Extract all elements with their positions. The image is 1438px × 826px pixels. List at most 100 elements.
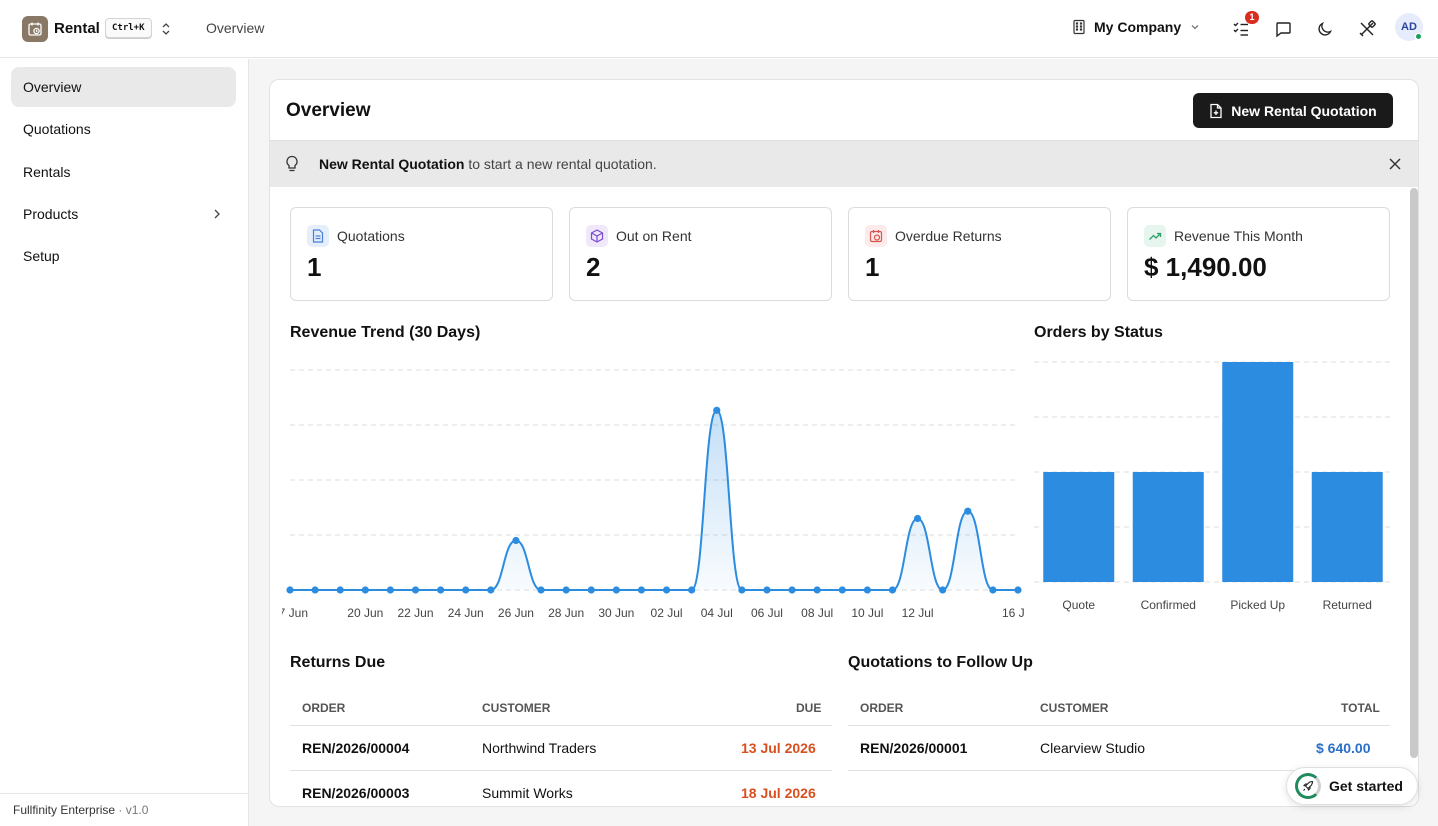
revenue-area	[290, 410, 1018, 590]
data-point	[863, 586, 871, 594]
moon-icon[interactable]	[1313, 17, 1337, 41]
due-date: 13 Jul 2026	[741, 740, 816, 756]
stat-value: 1	[865, 252, 880, 282]
scrollbar[interactable]	[1410, 188, 1418, 758]
company-switcher[interactable]: My Company	[1072, 19, 1201, 35]
stat-label: Revenue This Month	[1174, 228, 1303, 244]
column-header-total[interactable]: TOTAL	[1341, 701, 1380, 715]
x-tick-label: 08 Jul	[801, 606, 833, 620]
chevron-up-down-icon[interactable]	[160, 22, 172, 41]
x-tick-label: 10 Jul	[851, 606, 883, 620]
customer-name: Northwind Traders	[482, 740, 597, 756]
order-number[interactable]: REN/2026/00003	[302, 785, 410, 801]
data-point	[989, 586, 997, 594]
x-tick-label: 20 Jun	[347, 606, 383, 620]
hint-banner: New Rental Quotation to start a new rent…	[270, 140, 1418, 187]
data-point	[688, 586, 696, 594]
rental-app-icon[interactable]	[22, 16, 48, 42]
tasks-checklist-icon[interactable]	[1229, 17, 1253, 41]
stat-label: Out on Rent	[616, 228, 692, 244]
banner-message: to start a new rental quotation.	[464, 156, 657, 172]
data-point	[437, 586, 445, 594]
table-divider	[848, 725, 1390, 726]
command-shortcut-hint[interactable]: Ctrl+K	[105, 18, 152, 38]
data-point	[713, 406, 721, 414]
data-point	[411, 586, 420, 594]
bar-quote	[1043, 472, 1115, 582]
breadcrumb[interactable]: Overview	[206, 20, 265, 36]
new-rental-quotation-button[interactable]: New Rental Quotation	[1193, 93, 1393, 128]
banner-link-text: New Rental Quotation	[319, 156, 465, 172]
chat-icon[interactable]	[1271, 17, 1295, 41]
stat-card-overdue-returns[interactable]: Overdue Returns 1	[848, 207, 1111, 301]
x-tick-label: 17 Jun	[282, 606, 308, 620]
column-header-due[interactable]: DUE	[796, 701, 822, 715]
sidebar-item-rentals[interactable]: Rentals	[11, 152, 236, 192]
stat-card-out-on-rent[interactable]: Out on Rent 2	[569, 207, 832, 301]
data-point	[763, 586, 771, 594]
x-tick-label: 06 Jul	[751, 606, 783, 620]
data-point	[487, 586, 495, 594]
data-point	[738, 586, 746, 594]
order-number[interactable]: REN/2026/00001	[860, 740, 968, 756]
app-name[interactable]: Rental	[54, 20, 100, 37]
rocket-icon	[1295, 773, 1321, 799]
returns-due-title: Returns Due	[290, 654, 386, 671]
banner-text: New Rental Quotation to start a new rent…	[319, 156, 657, 172]
box-icon	[586, 225, 608, 247]
x-tick-label: Picked Up	[1230, 598, 1285, 612]
data-point	[964, 507, 972, 515]
quotation-total: $ 640.00	[1316, 740, 1371, 756]
sidebar-footer: Fullfinity Enterprise · v1.0	[13, 803, 148, 817]
bar-confirmed	[1132, 472, 1204, 582]
x-tick-label: Quote	[1062, 598, 1095, 612]
button-label: New Rental Quotation	[1231, 102, 1377, 119]
stat-card-revenue-this-month[interactable]: Revenue This Month $ 1,490.00	[1127, 207, 1390, 301]
x-tick-label: 22 Jun	[398, 606, 434, 620]
stat-card-quotations[interactable]: Quotations 1	[290, 207, 553, 301]
online-status-dot	[1415, 33, 1422, 40]
get-started-button[interactable]: Get started	[1286, 767, 1418, 805]
page-title: Overview	[286, 100, 371, 121]
table-divider	[290, 725, 832, 726]
data-point	[662, 586, 671, 594]
close-icon[interactable]	[1388, 157, 1402, 171]
data-point	[813, 586, 821, 594]
status-chart-title: Orders by Status	[1034, 324, 1163, 341]
data-point	[913, 514, 922, 523]
sidebar-item-overview[interactable]: Overview	[11, 67, 236, 107]
building-icon	[1073, 19, 1085, 35]
x-tick-label: 04 Jul	[701, 606, 733, 620]
data-point	[562, 586, 570, 594]
table-divider	[848, 770, 1390, 771]
sidebar-item-label: Products	[23, 206, 79, 222]
sidebar-item-quotations[interactable]: Quotations	[11, 109, 236, 149]
x-tick-label: 26 Jun	[498, 606, 534, 620]
calendar-clock-icon	[865, 225, 887, 247]
sidebar-item-label: Setup	[23, 248, 60, 264]
order-number[interactable]: REN/2026/00004	[302, 740, 410, 756]
bar-returned	[1311, 472, 1383, 582]
sidebar-item-label: Quotations	[23, 121, 91, 137]
sidebar-item-setup[interactable]: Setup	[11, 236, 236, 276]
sidebar-item-label: Rentals	[23, 164, 71, 180]
column-header-order[interactable]: ORDER	[302, 701, 346, 715]
tools-icon[interactable]	[1355, 17, 1379, 41]
stat-value: $ 1,490.00	[1144, 252, 1267, 282]
revenue-trend-chart: 17 Jun 20 Jun 22 Jun 24 Jun 26 Jun 28 Jun 30 J…	[282, 369, 1024, 620]
data-point	[462, 586, 470, 594]
data-point	[888, 586, 897, 594]
stat-label: Quotations	[337, 228, 405, 244]
document-icon	[307, 225, 329, 247]
sidebar-item-products[interactable]: Products	[11, 194, 236, 234]
customer-name: Clearview Studio	[1040, 740, 1146, 756]
customer-name: Summit Works	[482, 785, 573, 801]
x-tick-label: 16 Jul	[1002, 606, 1024, 620]
trending-up-icon	[1144, 225, 1166, 247]
column-header-customer[interactable]: CUSTOMER	[482, 701, 551, 715]
column-header-customer[interactable]: CUSTOMER	[1040, 701, 1109, 715]
user-avatar[interactable]: AD	[1395, 13, 1423, 41]
column-header-order[interactable]: ORDER	[860, 701, 904, 715]
brand-name: Fullfinity Enterprise	[13, 803, 116, 817]
data-point	[286, 586, 294, 594]
